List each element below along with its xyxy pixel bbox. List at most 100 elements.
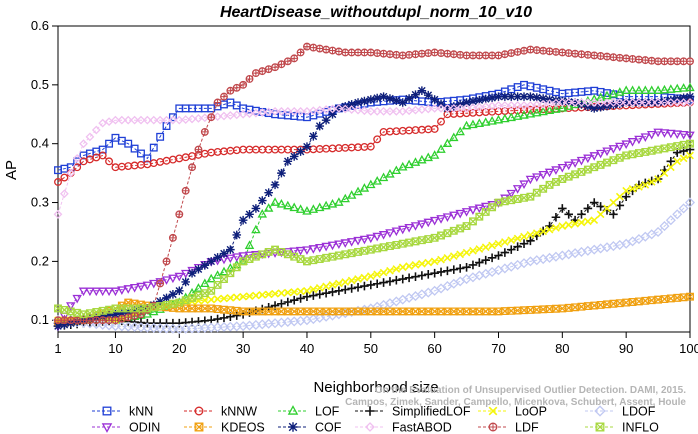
data-point-lof bbox=[372, 176, 382, 185]
data-point-fastabod bbox=[245, 109, 254, 119]
legend-item-cof: COF bbox=[278, 421, 342, 434]
data-point-loop bbox=[341, 278, 350, 286]
data-point-odin bbox=[659, 129, 670, 138]
legend-label-ldof: LDOF bbox=[622, 405, 656, 419]
data-point-fastabod bbox=[200, 113, 210, 123]
data-point-loop bbox=[539, 227, 548, 236]
data-point-odin bbox=[340, 239, 351, 248]
data-point-kdeos bbox=[430, 307, 439, 316]
data-point-simplifiedlof bbox=[353, 282, 363, 292]
series-inflo bbox=[54, 139, 694, 319]
data-point-cof bbox=[417, 86, 427, 96]
data-point-simplifiedlof bbox=[219, 313, 229, 323]
data-point-simplifiedlof bbox=[436, 267, 446, 277]
legend-label-simplifiedlof: SimplifiedLOF bbox=[392, 405, 471, 419]
data-point-inflo bbox=[188, 293, 197, 302]
data-point-ldf-cross bbox=[565, 49, 573, 57]
data-point-lof bbox=[487, 116, 497, 125]
data-point-lof bbox=[295, 204, 306, 213]
data-point-ldf-cross bbox=[252, 69, 260, 77]
data-point-fastabod bbox=[481, 102, 491, 112]
data-point-fastabod bbox=[98, 118, 108, 128]
data-point-ldf-cross bbox=[348, 49, 355, 56]
data-point-fastabod bbox=[385, 106, 395, 116]
data-point-simplifiedlof bbox=[666, 157, 676, 166]
data-point-lof bbox=[142, 309, 153, 318]
data-point-loop bbox=[430, 257, 439, 266]
data-point-ldf-cross bbox=[341, 49, 349, 56]
data-point-loop bbox=[405, 262, 413, 270]
data-point-lof bbox=[391, 165, 402, 175]
data-point-simplifiedlof bbox=[583, 204, 593, 213]
data-point-lof bbox=[410, 157, 421, 166]
data-point-loop bbox=[475, 245, 484, 253]
data-point-ldf-cross bbox=[220, 93, 228, 100]
data-point-fastabod bbox=[53, 209, 63, 219]
data-point-fastabod bbox=[653, 98, 663, 107]
data-point-ldf-cross bbox=[533, 46, 541, 54]
data-point-fastabod bbox=[570, 98, 580, 107]
data-point-ldf-cross bbox=[329, 47, 336, 54]
data-point-odin bbox=[461, 208, 472, 217]
data-point-fastabod bbox=[225, 111, 235, 120]
data-point-ldf-cross bbox=[207, 113, 215, 121]
data-point-cof bbox=[328, 109, 337, 119]
data-point-fastabod bbox=[213, 112, 222, 122]
data-point-ldf-cross bbox=[527, 46, 534, 53]
data-point-kdeos bbox=[207, 304, 216, 313]
legend-item-inflo: INFLO bbox=[585, 421, 659, 434]
data-point-fastabod bbox=[468, 103, 478, 113]
data-point-odin bbox=[315, 243, 325, 253]
data-point-ldf-cross bbox=[163, 258, 170, 265]
data-point-inflo bbox=[303, 257, 311, 266]
data-point-odin bbox=[551, 166, 561, 175]
data-point-loop bbox=[596, 210, 605, 219]
data-point-ldf-cross bbox=[335, 48, 343, 55]
data-point-knn bbox=[143, 154, 152, 163]
data-point-cof bbox=[136, 305, 146, 314]
x-tick-label: 90 bbox=[619, 341, 633, 356]
data-point-loop bbox=[239, 292, 247, 301]
data-point-inflo bbox=[532, 188, 541, 197]
data-point-inflo bbox=[143, 304, 152, 313]
data-point-cof bbox=[468, 97, 478, 106]
data-point-fastabod bbox=[347, 105, 357, 114]
data-point-fastabod bbox=[334, 104, 344, 113]
data-point-ldf-cross bbox=[648, 57, 655, 65]
data-point-cof bbox=[577, 100, 586, 109]
data-point-inflo bbox=[200, 289, 209, 298]
data-point-fastabod bbox=[685, 98, 695, 107]
series-line-odin bbox=[57, 131, 691, 327]
data-point-ldf-cross bbox=[482, 52, 490, 59]
data-point-cof bbox=[398, 98, 408, 107]
data-point-ldf-cross bbox=[380, 50, 387, 57]
plot-area: 1 10 20 30 40 50 60 70 80 90 100 0.1 0.2 0.3 0.4 0.5 0.6 bbox=[31, 18, 698, 356]
data-point-fastabod bbox=[423, 104, 433, 114]
data-point-loop bbox=[545, 225, 554, 234]
x-tick-label: 1 bbox=[54, 341, 61, 356]
data-point-odin bbox=[117, 286, 127, 295]
data-point-simplifiedlof bbox=[506, 245, 516, 254]
data-point-ldf-cross bbox=[507, 49, 515, 57]
data-point-loop bbox=[245, 292, 254, 300]
data-point-fastabod bbox=[513, 101, 523, 110]
x-tick-label: 50 bbox=[364, 341, 378, 356]
data-point-simplifiedlof bbox=[411, 272, 420, 281]
data-point-cof bbox=[679, 93, 688, 103]
data-point-simplifiedlof bbox=[392, 275, 401, 285]
data-point-loop bbox=[501, 238, 509, 246]
data-point-ldf-cross bbox=[629, 55, 636, 63]
data-point-cof bbox=[245, 210, 254, 219]
data-point-knn bbox=[168, 113, 177, 122]
data-point-simplifiedlof bbox=[340, 285, 350, 294]
data-point-fastabod bbox=[257, 108, 267, 117]
data-point-inflo bbox=[60, 305, 69, 314]
data-point-loop bbox=[296, 287, 305, 296]
data-point-cof bbox=[283, 157, 293, 166]
data-point-ldf-cross bbox=[54, 316, 62, 324]
data-point-simplifiedlof bbox=[417, 271, 427, 280]
data-point-fastabod bbox=[557, 98, 567, 107]
data-point-cof bbox=[660, 97, 669, 106]
data-point-inflo bbox=[405, 238, 414, 247]
data-point-odin bbox=[672, 130, 682, 139]
